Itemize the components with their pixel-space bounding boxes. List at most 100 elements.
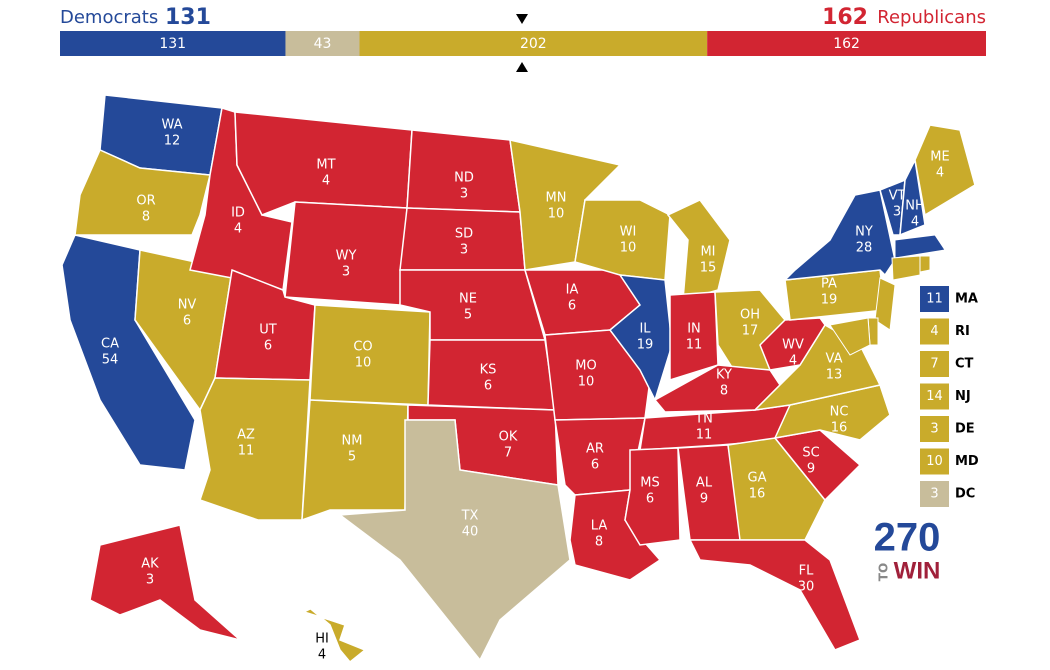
state — [899, 157, 926, 237]
state — [74, 149, 211, 236]
state-votes: 40 — [462, 525, 479, 540]
state-abbr: IA — [566, 283, 579, 298]
state-votes: 9 — [700, 492, 708, 507]
vote-bar: 131 43 202 162 — [60, 31, 986, 56]
state-abbr: CA — [101, 337, 119, 352]
state-abbr: PA — [821, 277, 837, 292]
state-votes: 54 — [102, 353, 119, 368]
bar-segment — [359, 31, 708, 56]
state — [199, 377, 311, 521]
state-abbr: NY — [855, 225, 873, 240]
state-votes: 3 — [342, 265, 350, 280]
state-votes: 6 — [568, 299, 576, 314]
state-abbr: MO — [575, 359, 596, 374]
state-abbr: AR — [586, 442, 604, 457]
small-state-abbr: RI — [955, 324, 970, 339]
state-votes: 6 — [183, 314, 191, 329]
state — [782, 189, 896, 281]
state-votes: 11 — [238, 444, 255, 459]
bar-segment — [707, 31, 986, 56]
state-abbr: KY — [716, 368, 732, 383]
state-votes: 6 — [264, 339, 272, 354]
state-abbr: OR — [136, 194, 155, 209]
state-votes: 19 — [637, 338, 654, 353]
state-abbr: SC — [802, 446, 819, 461]
state-votes: 28 — [856, 241, 873, 256]
small-state-votes: 3 — [930, 487, 938, 502]
state-abbr: VT — [889, 189, 906, 204]
small-state-abbr: DC — [955, 487, 975, 502]
state-abbr: MS — [640, 476, 659, 491]
small-state-box — [920, 318, 949, 345]
state-votes: 12 — [164, 134, 181, 149]
dem-label: Democrats — [60, 7, 158, 28]
state-votes: 6 — [484, 379, 492, 394]
state — [759, 317, 826, 371]
state — [301, 399, 409, 522]
small-state-abbr: NJ — [955, 389, 971, 404]
state-abbr: CO — [353, 340, 372, 355]
state-votes: 8 — [595, 535, 603, 550]
state-abbr: WV — [782, 338, 804, 353]
state — [688, 539, 861, 651]
state-abbr: NH — [905, 199, 925, 214]
midpoint-arrow-up — [516, 62, 528, 72]
logo-win: WIN — [894, 557, 941, 584]
state-votes: 16 — [831, 421, 848, 436]
state-abbr: MI — [700, 245, 715, 260]
state-abbr: WY — [336, 249, 357, 264]
state-abbr: WI — [620, 225, 637, 240]
state — [608, 274, 673, 403]
midpoint-arrow-down — [516, 14, 528, 24]
state-abbr: SD — [455, 227, 473, 242]
small-state-votes: 3 — [930, 422, 938, 437]
bar-segment-label: 43 — [314, 36, 332, 52]
state-abbr: WA — [161, 118, 182, 133]
state-abbr: TN — [694, 412, 713, 427]
state-abbr: VA — [826, 352, 843, 367]
logo-to: TO — [877, 563, 891, 581]
bar-segment-label: 131 — [159, 36, 186, 52]
state-abbr: GA — [748, 471, 767, 486]
small-state — [919, 255, 931, 273]
state-abbr: NM — [342, 434, 363, 449]
state — [89, 524, 241, 641]
small-state-abbr: DE — [955, 422, 975, 437]
state-abbr: ME — [930, 150, 949, 165]
state — [914, 124, 976, 217]
state-votes: 30 — [798, 580, 815, 595]
state-abbr: MT — [316, 158, 335, 173]
bar-segment-label: 202 — [520, 36, 547, 52]
state-votes: 4 — [318, 648, 326, 663]
state-votes: 3 — [460, 187, 468, 202]
state-votes: 3 — [893, 205, 901, 220]
state-votes: 8 — [720, 384, 728, 399]
small-state-box — [920, 286, 949, 312]
small-state-box — [920, 481, 949, 507]
state-votes: 10 — [620, 241, 637, 256]
small-state — [891, 255, 921, 281]
state-abbr: NE — [459, 292, 477, 307]
state-abbr: NC — [830, 405, 849, 420]
state-abbr: ID — [231, 206, 245, 221]
small-state-abbr: MA — [955, 292, 978, 307]
rep-label: Republicans — [877, 7, 986, 28]
state-votes: 8 — [142, 210, 150, 225]
state — [544, 329, 651, 421]
logo-number: 270 — [874, 516, 941, 560]
state-abbr: IN — [687, 322, 701, 337]
state-abbr: AK — [141, 557, 159, 572]
small-state — [829, 317, 871, 356]
state-abbr: MN — [546, 191, 567, 206]
state-votes: 3 — [146, 573, 154, 588]
state-votes: 4 — [911, 215, 919, 230]
small-state — [894, 234, 946, 259]
bar-segment-label: 162 — [833, 36, 860, 52]
state-abbr: IL — [639, 322, 651, 337]
small-state-box — [920, 448, 949, 475]
state — [727, 437, 826, 541]
state-votes: 3 — [460, 243, 468, 258]
small-state-abbr: CT — [955, 357, 974, 372]
state-votes: 10 — [548, 207, 565, 222]
state-abbr: ND — [454, 171, 474, 186]
